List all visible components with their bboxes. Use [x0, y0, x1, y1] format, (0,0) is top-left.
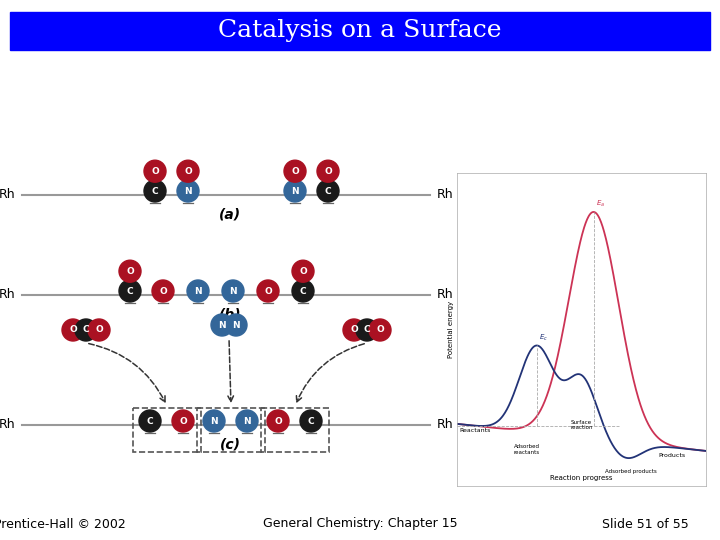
Text: Surface
reaction: Surface reaction	[570, 420, 593, 430]
Text: $E_c$: $E_c$	[539, 333, 549, 343]
Circle shape	[211, 314, 233, 336]
Text: O: O	[264, 287, 272, 295]
Circle shape	[177, 180, 199, 202]
Circle shape	[369, 319, 391, 341]
Circle shape	[292, 260, 314, 282]
Circle shape	[203, 410, 225, 432]
Text: C: C	[147, 416, 153, 426]
Circle shape	[267, 410, 289, 432]
Text: Prentice-Hall © 2002: Prentice-Hall © 2002	[0, 517, 126, 530]
Text: Rh: Rh	[437, 418, 454, 431]
Text: O: O	[126, 267, 134, 276]
Circle shape	[62, 319, 84, 341]
Text: Products: Products	[659, 453, 685, 457]
Text: O: O	[376, 326, 384, 334]
Text: C: C	[152, 186, 158, 195]
Text: N: N	[194, 287, 202, 295]
Circle shape	[88, 319, 110, 341]
Text: C: C	[307, 416, 315, 426]
Text: O: O	[151, 167, 159, 176]
Text: Catalysis on a Surface: Catalysis on a Surface	[218, 19, 502, 43]
Text: O: O	[299, 267, 307, 276]
Text: O: O	[179, 416, 187, 426]
Text: C: C	[300, 287, 306, 295]
Text: O: O	[184, 167, 192, 176]
Text: Adsorbed products: Adsorbed products	[606, 469, 657, 474]
Text: C: C	[325, 186, 331, 195]
Text: Rh: Rh	[0, 418, 15, 431]
Text: Rh: Rh	[0, 188, 15, 201]
Text: Adsorbed
reactants: Adsorbed reactants	[513, 444, 540, 455]
Circle shape	[172, 410, 194, 432]
Text: O: O	[69, 326, 77, 334]
Circle shape	[257, 280, 279, 302]
Circle shape	[187, 280, 209, 302]
Circle shape	[356, 319, 378, 341]
Text: N: N	[218, 321, 226, 329]
Circle shape	[152, 280, 174, 302]
Circle shape	[236, 410, 258, 432]
Text: N: N	[229, 287, 237, 295]
Text: O: O	[291, 167, 299, 176]
Text: (a): (a)	[219, 208, 241, 222]
Y-axis label: Potential energy: Potential energy	[449, 301, 454, 358]
Text: N: N	[243, 416, 251, 426]
Text: (b): (b)	[219, 308, 241, 322]
Text: Reactants: Reactants	[459, 428, 491, 433]
Text: Rh: Rh	[437, 188, 454, 201]
Text: O: O	[95, 326, 103, 334]
Circle shape	[225, 314, 247, 336]
Circle shape	[119, 280, 141, 302]
Text: O: O	[274, 416, 282, 426]
Circle shape	[300, 410, 322, 432]
Circle shape	[75, 319, 97, 341]
Circle shape	[317, 180, 339, 202]
Text: Slide 51 of 55: Slide 51 of 55	[602, 517, 688, 530]
Circle shape	[222, 280, 244, 302]
Circle shape	[139, 410, 161, 432]
Circle shape	[284, 180, 306, 202]
Circle shape	[343, 319, 365, 341]
Circle shape	[144, 160, 166, 182]
Text: O: O	[159, 287, 167, 295]
Text: N: N	[232, 321, 240, 329]
Text: N: N	[184, 186, 192, 195]
Circle shape	[284, 160, 306, 182]
Text: $E_a$: $E_a$	[596, 199, 606, 209]
Text: N: N	[291, 186, 299, 195]
Text: Rh: Rh	[437, 288, 454, 301]
Text: O: O	[324, 167, 332, 176]
Text: N: N	[210, 416, 218, 426]
Text: (c): (c)	[220, 438, 240, 452]
Circle shape	[292, 280, 314, 302]
Circle shape	[177, 160, 199, 182]
Text: O: O	[350, 326, 358, 334]
Text: C: C	[83, 326, 89, 334]
Circle shape	[144, 180, 166, 202]
Text: General Chemistry: Chapter 15: General Chemistry: Chapter 15	[263, 517, 457, 530]
Text: Rh: Rh	[0, 288, 15, 301]
Circle shape	[119, 260, 141, 282]
Circle shape	[317, 160, 339, 182]
Text: C: C	[364, 326, 370, 334]
Text: Reaction progress: Reaction progress	[550, 475, 613, 481]
Text: C: C	[127, 287, 133, 295]
Bar	[10, 12, 710, 50]
